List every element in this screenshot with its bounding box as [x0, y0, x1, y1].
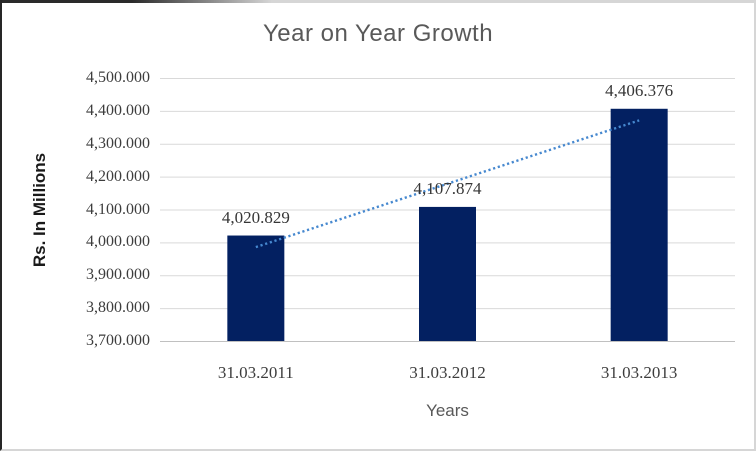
bar-31.03.2012 [419, 206, 476, 341]
x-axis-tick-label: 31.03.2012 [409, 363, 486, 382]
x-axis-tick-labels: 31.03.2011 31.03.2012 31.03.2013 [2, 363, 754, 385]
bar-31.03.2011 [227, 235, 285, 341]
y-axis-tick-label: 3,900.000 [86, 266, 150, 284]
frame-top-edge [2, 0, 754, 3]
y-axis-tick-label: 4,100.000 [86, 200, 150, 218]
y-axis-tick-labels: 4,500.000 4,400.000 4,300.000 4,200.000 4,10… [2, 0, 150, 449]
bar-31.03.2013 [610, 108, 668, 341]
y-axis-tick-label: 4,300.000 [86, 134, 150, 152]
chart-title: Year on Year Growth [262, 20, 494, 47]
y-axis-tick-label: 4,200.000 [86, 167, 150, 185]
y-axis-tick-label: 3,800.000 [86, 299, 150, 317]
x-axis-tick-label: 31.03.2011 [217, 363, 294, 382]
y-axis-tick-label: 3,700.000 [86, 332, 150, 349]
trendline [255, 119, 640, 249]
y-axis-tick-label: 4,000.000 [86, 233, 150, 251]
x-axis-title: Years [426, 401, 469, 420]
y-axis-tick-label: 4,500.000 [86, 69, 150, 86]
y-axis-tick-label: 4,400.000 [86, 101, 150, 119]
x-axis-tick-label: 31.03.2013 [600, 363, 678, 382]
